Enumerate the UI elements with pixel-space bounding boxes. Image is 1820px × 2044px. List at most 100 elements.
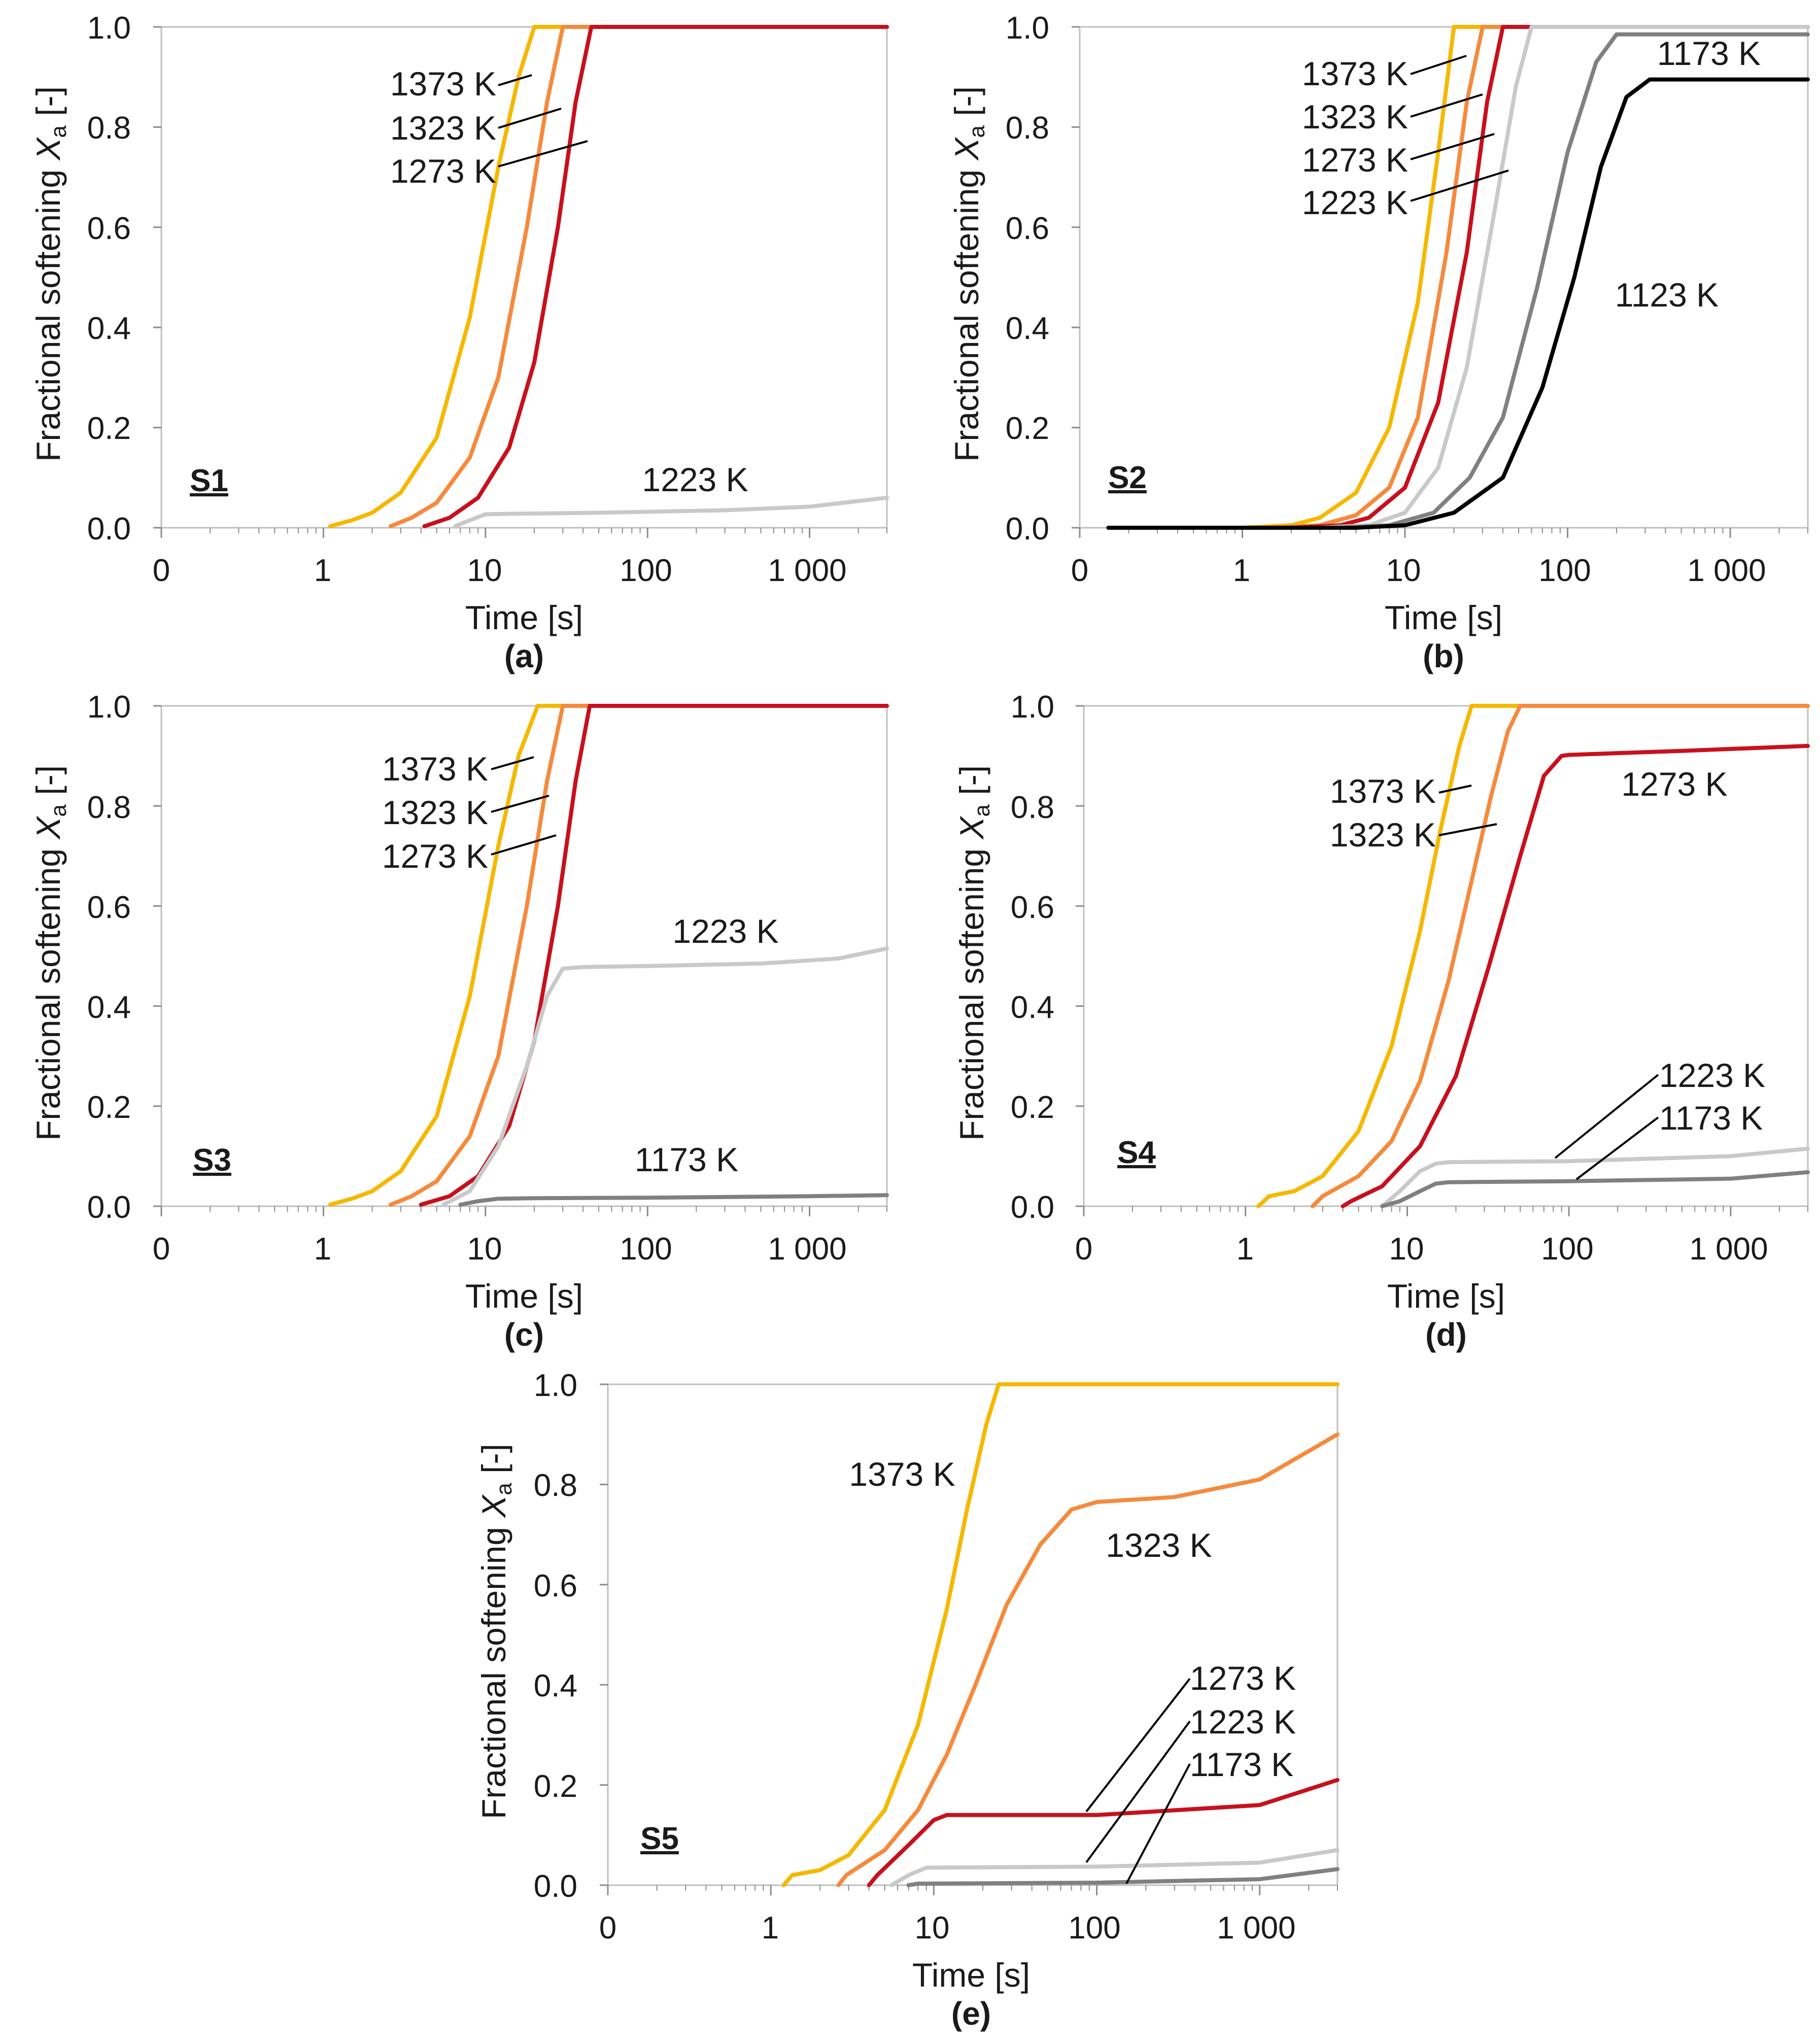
leader-line-1273 xyxy=(1410,133,1495,160)
y-tick-2: 0.4 xyxy=(87,990,131,1025)
curve-label-1223: 1223 K xyxy=(1659,1057,1765,1094)
series-line-1323-k xyxy=(1311,704,1810,1208)
series-line-1323-k xyxy=(836,1432,1340,1887)
x-tick-1: 1 xyxy=(314,553,331,588)
series-line-1373-k xyxy=(1256,704,1810,1208)
series-line-1173-k xyxy=(906,1867,1340,1887)
leader-line-1223 xyxy=(1085,1720,1191,1863)
curve-label-1273: 1273 K xyxy=(382,837,488,875)
panel-a: 0.0 0.2 0.4 0.6 0.8 1.0 0 1 10 100 1 000… xyxy=(29,11,889,674)
x-tick-0: 0 xyxy=(153,553,170,588)
series-line-1223-k xyxy=(1318,25,1810,530)
series-line-1223-k xyxy=(889,1848,1340,1887)
curve-label-1373: 1373 K xyxy=(1330,772,1436,810)
panel-caption: (b) xyxy=(1423,638,1464,674)
curve-label-1223: 1223 K xyxy=(642,461,748,498)
curve-label-1173: 1173 K xyxy=(1659,1099,1763,1137)
y-tick-2: 0.4 xyxy=(534,1668,577,1704)
leader-line-1273 xyxy=(491,834,557,856)
series-line-1123-k xyxy=(1106,77,1810,530)
x-tick-2: 10 xyxy=(1386,553,1421,588)
panel-c: 0.0 0.2 0.4 0.6 0.8 1.0 0 1 10 100 1 000… xyxy=(29,690,889,1353)
panel-d: 0.0 0.2 0.4 0.6 0.8 1.0 0 1 10 100 1 000… xyxy=(953,690,1810,1353)
curve-label-1273: 1273 K xyxy=(1190,1659,1296,1697)
x-tick-1: 1 xyxy=(1233,553,1250,588)
y-tick-3: 0.6 xyxy=(1011,890,1054,925)
curve-label-1373: 1373 K xyxy=(382,750,488,788)
x-tick-4: 1 000 xyxy=(1687,553,1766,588)
curve-label-1173: 1173 K xyxy=(1190,1746,1293,1783)
panel-caption: (d) xyxy=(1425,1316,1467,1353)
y-tick-1: 0.2 xyxy=(87,1090,131,1125)
leader-line-1373 xyxy=(1410,55,1467,75)
series-line-1273-k xyxy=(1289,25,1810,530)
series-line-1373-k xyxy=(328,704,889,1207)
curve-label-1373: 1373 K xyxy=(849,1455,955,1493)
series-line-1373-k xyxy=(1240,25,1810,530)
leader-line-1173 xyxy=(1575,1116,1659,1180)
series-line-1373-k xyxy=(781,1382,1340,1887)
leader-line-1223 xyxy=(1554,1074,1659,1159)
y-tick-3: 0.6 xyxy=(87,211,131,246)
x-tick-4: 1 000 xyxy=(1217,1911,1295,1946)
x-tick-0: 0 xyxy=(1071,553,1088,588)
curve-label-1173: 1173 K xyxy=(1657,35,1761,72)
leader-line-1223 xyxy=(1410,169,1509,202)
series-line-1273-k xyxy=(867,1778,1340,1887)
x-tick-2: 10 xyxy=(1389,1232,1424,1267)
x-tick-4: 1 000 xyxy=(768,553,846,588)
y-tick-5: 1.0 xyxy=(87,690,131,725)
y-tick-0: 0.0 xyxy=(1006,512,1049,547)
y-tick-0: 0.0 xyxy=(1011,1190,1054,1225)
leader-line-1323 xyxy=(498,108,562,129)
y-tick-1: 0.2 xyxy=(534,1769,577,1804)
curve-label-1123: 1123 K xyxy=(1615,276,1719,314)
y-tick-4: 0.8 xyxy=(534,1468,577,1503)
panel-caption: (e) xyxy=(951,1995,991,2032)
plot-frame xyxy=(1079,26,1809,529)
y-tick-0: 0.0 xyxy=(87,1190,131,1225)
leader-line-1173 xyxy=(1125,1763,1191,1884)
series-line-1273-k xyxy=(422,25,889,528)
panel-caption: (c) xyxy=(504,1316,544,1353)
x-tick-3: 100 xyxy=(1068,1911,1120,1946)
curve-label-1323: 1323 K xyxy=(382,794,488,831)
leader-line-1323 xyxy=(1438,823,1497,836)
y-tick-1: 0.2 xyxy=(1011,1090,1054,1125)
x-tick-3: 100 xyxy=(1541,1232,1593,1267)
x-axis-label: Time [s] xyxy=(1385,599,1502,636)
leader-line-1373 xyxy=(1438,785,1472,794)
series-tag: S5 xyxy=(640,1821,679,1856)
x-tick-3: 100 xyxy=(1538,553,1591,588)
leader-line-1373 xyxy=(491,756,534,770)
curve-label-1273: 1273 K xyxy=(1621,765,1727,803)
y-tick-2: 0.4 xyxy=(1006,311,1049,346)
curve-label-1223: 1223 K xyxy=(672,912,778,950)
series-tag: S4 xyxy=(1117,1135,1156,1170)
curve-label-1273: 1273 K xyxy=(1302,141,1408,179)
series-line-1223-k xyxy=(453,495,889,528)
series-line-1323-k xyxy=(388,704,889,1207)
y-tick-0: 0.0 xyxy=(87,512,131,547)
y-tick-4: 0.8 xyxy=(87,790,131,825)
x-axis-label: Time [s] xyxy=(465,599,583,636)
series-line-1323-k xyxy=(1269,25,1810,530)
y-axis-label: Fractional softening Xa [-] xyxy=(29,86,71,462)
panel-e: 0.0 0.2 0.4 0.6 0.8 1.0 0 1 10 100 1 000… xyxy=(475,1368,1340,2032)
leader-line-1323 xyxy=(491,795,550,813)
y-tick-3: 0.6 xyxy=(1006,211,1049,246)
y-tick-1: 0.2 xyxy=(87,411,131,446)
y-axis-label: Fractional softening Xa [-] xyxy=(948,86,989,462)
curve-label-1173: 1173 K xyxy=(635,1141,738,1178)
y-tick-2: 0.4 xyxy=(1011,990,1054,1025)
x-tick-1: 1 xyxy=(1237,1232,1254,1267)
x-axis-label: Time [s] xyxy=(912,1956,1030,1994)
curve-label-1223: 1223 K xyxy=(1190,1703,1296,1741)
y-tick-5: 1.0 xyxy=(87,11,131,46)
y-tick-3: 0.6 xyxy=(534,1569,577,1604)
leader-line-1273 xyxy=(498,140,588,167)
x-tick-3: 100 xyxy=(620,553,672,588)
curve-label-1323: 1323 K xyxy=(1106,1526,1212,1564)
plot-frame xyxy=(160,705,888,1207)
